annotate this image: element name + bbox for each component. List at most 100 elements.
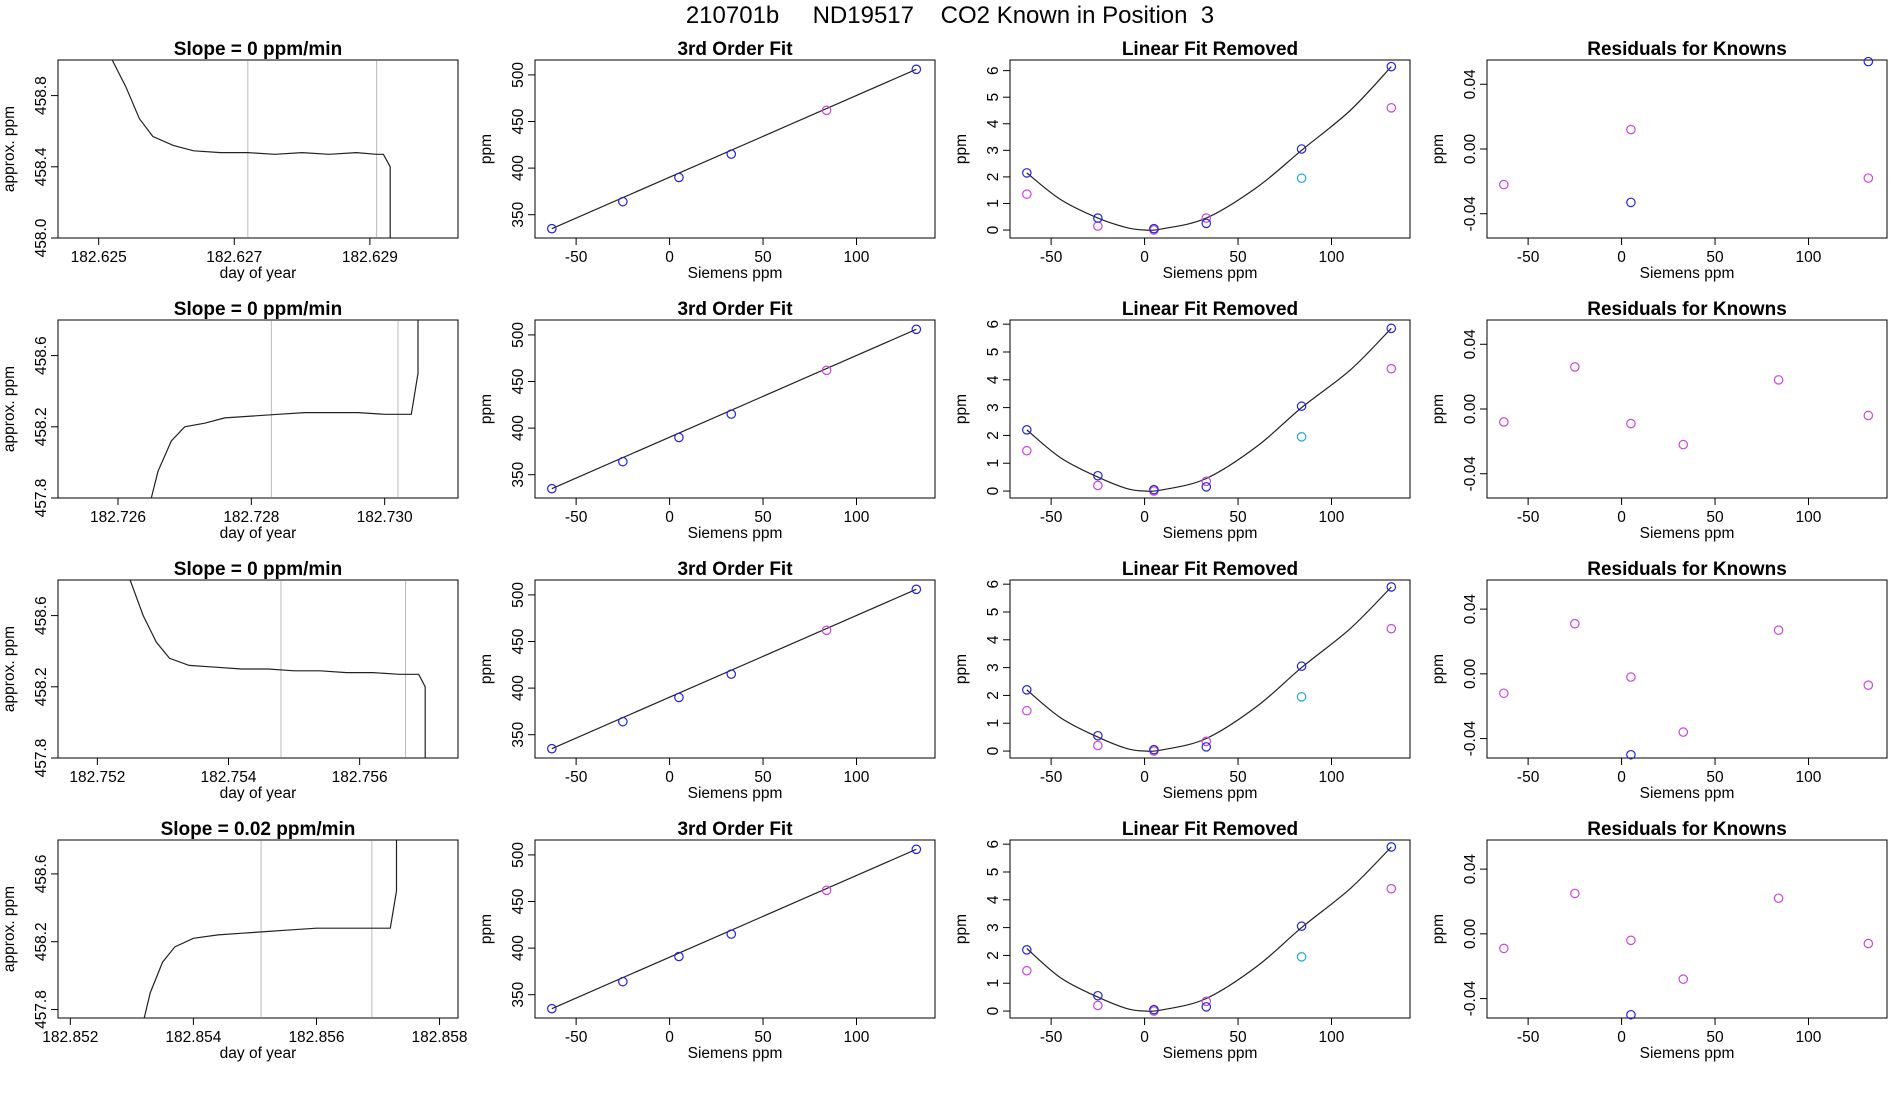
y-tick-label: 458.2: [33, 922, 50, 961]
data-point-magenta: [1386, 363, 1397, 374]
data-point-magenta: [1093, 221, 1103, 231]
data-point-magenta: [1626, 935, 1636, 946]
data-point-magenta: [1386, 883, 1397, 894]
x-tick-label: -50: [1517, 769, 1540, 786]
fit-line: [551, 848, 917, 1010]
y-tick-label: 500: [510, 842, 527, 868]
data-point-magenta: [1773, 893, 1784, 904]
y-axis-label: ppm: [478, 394, 495, 424]
x-tick-label: 182.854: [165, 1029, 221, 1046]
x-axis-label: day of year: [220, 525, 297, 542]
x-axis-label: day of year: [220, 1045, 297, 1062]
data-point-blue: [618, 716, 628, 727]
x-tick-label: 100: [1796, 509, 1822, 526]
x-axis-label: Siemens ppm: [1163, 1045, 1258, 1062]
data-point-magenta: [1773, 375, 1784, 385]
data-point-magenta: [821, 105, 832, 116]
x-axis-label: Siemens ppm: [1163, 785, 1258, 802]
x-tick-label: 0: [1617, 1029, 1626, 1046]
data-point-blue: [1296, 401, 1307, 412]
data-point-blue: [1093, 730, 1103, 741]
plot-frame: [1486, 319, 1888, 499]
x-tick-label: 0: [1140, 509, 1149, 526]
data-point-blue: [1296, 144, 1307, 154]
x-tick-label: 0: [665, 1029, 674, 1046]
x-tick-label: -50: [1040, 1029, 1063, 1046]
y-axis-label: ppm: [478, 914, 495, 944]
data-point-magenta: [1386, 103, 1397, 113]
plot-frame: [1009, 579, 1411, 759]
panel-title: 3rd Order Fit: [677, 559, 793, 580]
data-point-cyan: [1296, 173, 1307, 184]
y-tick-label: 458.2: [33, 407, 50, 446]
x-axis-label: Siemens ppm: [1640, 525, 1735, 542]
fit-curve: [1026, 327, 1392, 492]
x-tick-label: 0: [1140, 249, 1149, 266]
data-point-blue: [726, 409, 737, 419]
fit-line: [551, 588, 917, 750]
data-point-magenta: [1022, 445, 1032, 456]
data-point-magenta: [1022, 965, 1032, 976]
data-point-magenta: [1863, 410, 1874, 421]
x-tick-label: 182.756: [332, 769, 388, 786]
y-tick-label: 458.2: [33, 667, 50, 706]
y-tick-label: -0.04: [1462, 456, 1479, 492]
data-point-magenta: [821, 365, 832, 376]
y-tick-label: 3: [985, 403, 1002, 412]
y-tick-label: -0.04: [1462, 196, 1479, 232]
data-point-magenta: [1201, 476, 1212, 487]
y-axis-label: approx. ppm: [1, 886, 18, 972]
y-tick-label: 1: [985, 199, 1002, 208]
y-tick-label: 2: [985, 173, 1002, 182]
x-axis-label: Siemens ppm: [1640, 1045, 1735, 1062]
y-axis-label: ppm: [1430, 654, 1447, 684]
data-point-blue: [1093, 470, 1103, 481]
x-tick-label: 0: [1140, 769, 1149, 786]
data-point-blue: [911, 584, 922, 595]
y-tick-label: 458.6: [33, 336, 50, 375]
fit-curve: [1026, 846, 1392, 1012]
data-point-blue: [1626, 197, 1636, 208]
series-line: [150, 320, 419, 499]
panel-title: Slope = 0 ppm/min: [174, 39, 342, 60]
data-point-blue: [547, 1003, 557, 1014]
data-point-blue: [1149, 1004, 1159, 1015]
x-tick-label: 50: [1706, 769, 1724, 786]
plot-frame: [1486, 839, 1888, 1019]
data-point-blue: [726, 929, 737, 939]
data-point-magenta: [1022, 189, 1032, 199]
y-axis-label: ppm: [478, 654, 495, 684]
data-point-blue: [618, 456, 628, 467]
y-tick-label: 0.00: [1462, 658, 1479, 689]
y-tick-label: 350: [510, 461, 527, 487]
data-point-blue: [1296, 921, 1307, 932]
x-tick-label: 100: [844, 509, 870, 526]
x-tick-label: 50: [1229, 249, 1247, 266]
y-tick-label: 3: [985, 923, 1002, 932]
data-point-magenta: [1499, 179, 1509, 190]
y-tick-label: 4: [985, 895, 1002, 904]
plot-frame: [57, 839, 459, 1019]
y-tick-label: -0.04: [1462, 721, 1479, 757]
y-tick-label: 400: [510, 415, 527, 441]
data-point-cyan: [1296, 692, 1307, 702]
data-point-blue: [911, 324, 922, 335]
y-tick-label: 5: [985, 608, 1002, 617]
x-tick-label: 0: [1617, 769, 1626, 786]
data-point-blue: [1022, 945, 1032, 955]
x-tick-label: 50: [1706, 1029, 1724, 1046]
y-tick-label: 6: [985, 320, 1002, 329]
data-point-blue: [674, 172, 684, 183]
x-tick-label: 0: [665, 249, 674, 266]
x-tick-label: 182.856: [288, 1029, 344, 1046]
x-tick-label: 50: [1706, 509, 1724, 526]
x-tick-label: -50: [1040, 249, 1063, 266]
panel-title: Slope = 0 ppm/min: [174, 299, 342, 320]
x-tick-label: 100: [1796, 249, 1822, 266]
plot-frame: [1009, 319, 1411, 499]
x-tick-label: 50: [754, 249, 772, 266]
data-point-magenta: [1678, 439, 1689, 450]
panel-title: Slope = 0 ppm/min: [174, 559, 342, 580]
data-point-magenta: [1863, 173, 1874, 183]
